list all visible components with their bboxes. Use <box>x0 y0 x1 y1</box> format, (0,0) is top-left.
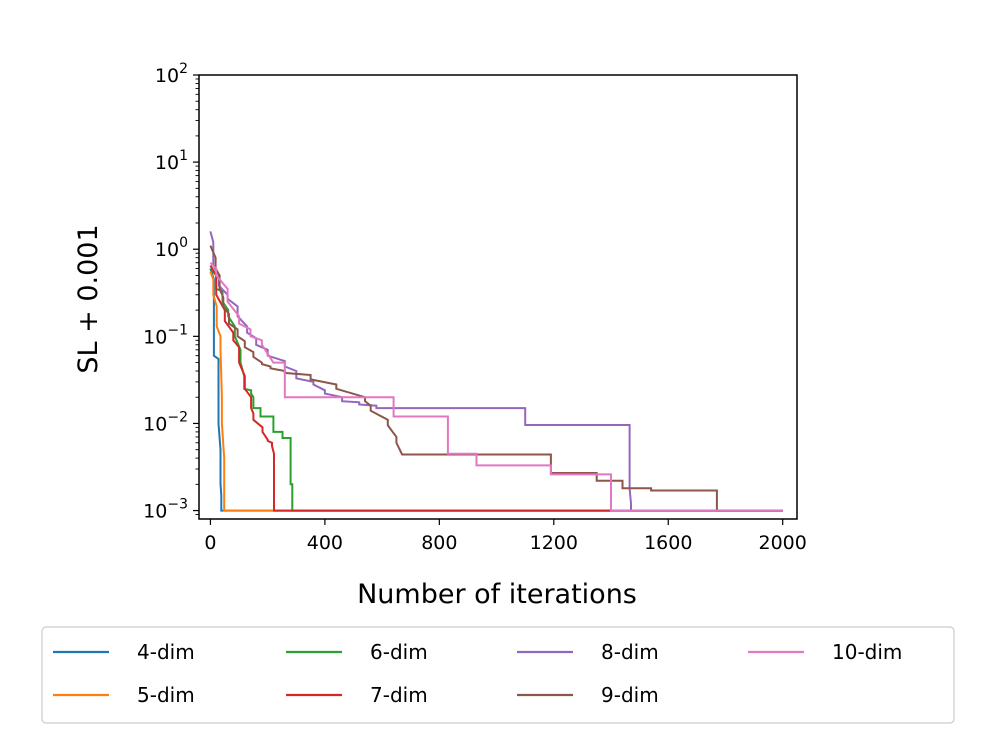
x-tick-label: 1200 <box>530 532 578 554</box>
x-tick-label: 400 <box>307 532 343 554</box>
x-tick-label: 0 <box>204 532 216 554</box>
series-line-6-dim <box>209 267 783 512</box>
y-tick-label: 100 <box>155 235 188 261</box>
series-line-7-dim <box>209 264 783 512</box>
legend-label-8-dim: 8-dim <box>601 640 659 664</box>
legend-label-9-dim: 9-dim <box>601 683 659 707</box>
legend-label-6-dim: 6-dim <box>370 640 428 664</box>
legend-box <box>41 626 955 724</box>
y-tick-label: 101 <box>155 148 188 174</box>
series-line-4-dim <box>209 268 783 512</box>
legend: 4-dim 5-dim 6-dim 7-dim 8-dim 9-dim 10-dim <box>41 626 955 724</box>
legend-label-10-dim: 10-dim <box>832 640 902 664</box>
y-tick-label: 10−1 <box>143 322 188 348</box>
y-tick-label: 10−2 <box>143 409 188 435</box>
series-line-8-dim <box>209 231 783 512</box>
y-tick-label: 102 <box>155 61 188 87</box>
x-tick-label: 800 <box>421 532 457 554</box>
plot-lines <box>209 231 783 512</box>
x-tick-label: 2000 <box>759 532 807 554</box>
series-line-10-dim <box>209 261 783 512</box>
y-axis-ticks: 102 101 100 10−1 10−2 10−3 <box>143 61 199 523</box>
x-tick-label: 1600 <box>644 532 692 554</box>
legend-label-7-dim: 7-dim <box>370 683 428 707</box>
y-axis-title: SL + 0.001 <box>73 224 104 373</box>
legend-label-4-dim: 4-dim <box>137 640 195 664</box>
plot-frame <box>198 74 798 520</box>
legend-label-5-dim: 5-dim <box>137 683 195 707</box>
x-axis-title: Number of iterations <box>357 579 637 610</box>
y-tick-label: 10−3 <box>143 497 188 523</box>
series-line-5-dim <box>209 271 783 512</box>
series-line-9-dim <box>209 245 783 512</box>
x-axis-ticks: 0 400 800 1200 1600 2000 <box>204 519 807 554</box>
